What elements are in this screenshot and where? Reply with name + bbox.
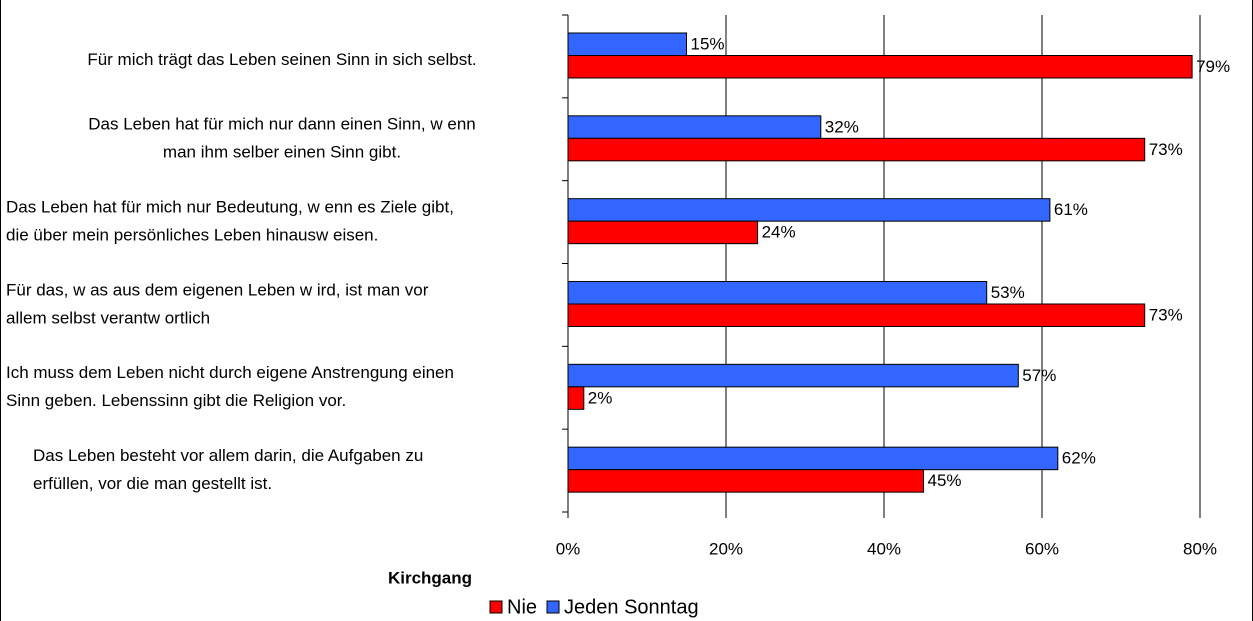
category-label: erfüllen, vor die man gestellt ist. <box>33 474 272 493</box>
category-label: die über mein persönliches Leben hinausw… <box>6 226 378 245</box>
legend-label: Jeden Sonntag <box>564 596 699 618</box>
value-label: 73% <box>1149 305 1183 324</box>
value-label: 45% <box>928 471 962 490</box>
x-tick-label: 40% <box>867 539 901 558</box>
value-label: 2% <box>588 388 613 407</box>
category-label: man ihm selber einen Sinn gibt. <box>163 143 401 162</box>
x-tick-label: 0% <box>556 539 581 558</box>
value-label: 24% <box>762 223 796 242</box>
value-label: 61% <box>1054 200 1088 219</box>
category-label: allem selbst verantw ortlich <box>6 308 210 327</box>
value-label: 53% <box>991 283 1025 302</box>
legend-title: Kirchgang <box>388 568 472 587</box>
x-tick-label: 20% <box>709 539 743 558</box>
value-label: 32% <box>825 117 859 136</box>
bar <box>567 469 924 493</box>
value-label: 62% <box>1062 449 1096 468</box>
value-label: 79% <box>1196 57 1230 76</box>
category-label: Ich muss dem Leben nicht durch eigene An… <box>6 363 454 382</box>
bar <box>567 281 988 305</box>
category-label: Sinn geben. Lebenssinn gibt die Religion… <box>6 391 346 410</box>
bar <box>567 137 1146 162</box>
bar <box>567 198 1051 222</box>
category-label: Für das, w as aus dem eigenen Leben w ir… <box>6 280 429 299</box>
bar <box>567 386 585 410</box>
bar <box>567 363 1019 388</box>
x-tick-label: 80% <box>1183 539 1217 558</box>
category-label: Das Leben hat für mich nur dann einen Si… <box>88 115 475 134</box>
value-label: 57% <box>1022 366 1056 385</box>
bar <box>567 115 822 139</box>
category-label: Für mich trägt das Leben seinen Sinn in … <box>87 50 476 69</box>
bar <box>567 220 759 245</box>
bar <box>567 303 1146 327</box>
legend-swatch <box>546 600 560 614</box>
x-tick-label: 60% <box>1025 539 1059 558</box>
value-label: 15% <box>691 34 725 53</box>
legend-swatch <box>489 600 503 614</box>
value-label: 73% <box>1149 140 1183 159</box>
bar <box>567 55 1193 79</box>
category-label: Das Leben besteht vor allem darin, die A… <box>33 446 423 465</box>
legend-label: Nie <box>507 596 537 618</box>
category-label: Das Leben hat für mich nur Bedeutung, w … <box>6 198 454 217</box>
bar <box>567 32 687 56</box>
bar <box>567 446 1059 471</box>
